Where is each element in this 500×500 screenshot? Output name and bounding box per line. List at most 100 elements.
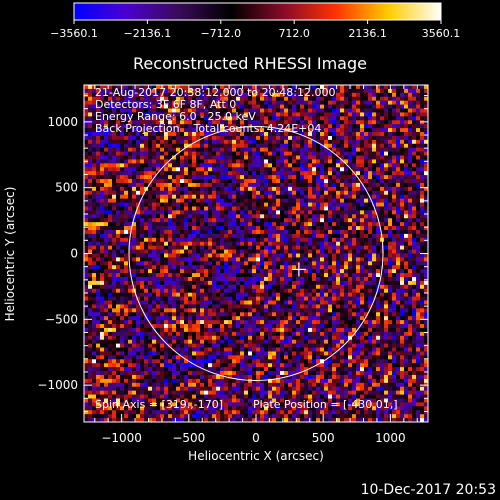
heatmap-cell bbox=[176, 85, 181, 90]
heatmap-cell bbox=[92, 167, 97, 172]
heatmap-cell bbox=[272, 265, 277, 270]
heatmap-cell bbox=[292, 229, 297, 235]
heatmap-cell bbox=[248, 273, 253, 278]
heatmap-cell bbox=[192, 194, 197, 199]
heatmap-cell bbox=[116, 233, 121, 239]
heatmap-cell bbox=[412, 233, 417, 239]
heatmap-cell bbox=[392, 233, 397, 239]
heatmap-cell bbox=[252, 100, 257, 105]
heatmap-cell bbox=[292, 112, 297, 117]
heatmap-cell bbox=[240, 257, 245, 262]
heatmap-cell bbox=[140, 280, 145, 286]
heatmap-cell bbox=[348, 241, 353, 246]
heatmap-cell bbox=[396, 233, 401, 239]
heatmap-cell bbox=[364, 85, 369, 90]
heatmap-cell bbox=[256, 159, 261, 164]
heatmap-cell bbox=[88, 186, 93, 192]
heatmap-cell bbox=[176, 182, 181, 188]
heatmap-cell bbox=[160, 151, 165, 156]
heatmap-cell bbox=[312, 265, 317, 270]
heatmap-cell bbox=[376, 143, 381, 148]
heatmap-cell bbox=[112, 85, 117, 90]
heatmap-cell bbox=[288, 143, 293, 148]
heatmap-cell bbox=[188, 96, 193, 101]
heatmap-cell bbox=[88, 249, 93, 254]
heatmap-cell bbox=[128, 132, 133, 137]
heatmap-cell bbox=[368, 300, 373, 305]
heatmap-cell bbox=[208, 179, 213, 184]
heatmap-cell bbox=[140, 108, 145, 113]
heatmap-cell bbox=[112, 261, 117, 266]
heatmap-cell bbox=[160, 92, 165, 98]
heatmap-cell bbox=[160, 292, 165, 297]
heatmap-cell bbox=[376, 112, 381, 117]
heatmap-cell bbox=[156, 124, 161, 129]
heatmap-cell bbox=[184, 108, 189, 113]
heatmap-cell bbox=[240, 265, 245, 270]
heatmap-cell bbox=[260, 151, 265, 156]
heatmap-cell bbox=[220, 100, 225, 105]
heatmap-cell bbox=[420, 167, 425, 172]
heatmap-cell bbox=[376, 269, 381, 274]
heatmap-cell bbox=[296, 241, 301, 246]
heatmap-cell bbox=[180, 159, 185, 164]
heatmap-cell bbox=[172, 273, 177, 278]
heatmap-cell bbox=[172, 292, 177, 297]
heatmap-cell bbox=[168, 92, 173, 98]
heatmap-cell bbox=[292, 222, 297, 227]
heatmap-cell bbox=[292, 175, 297, 180]
heatmap-cell bbox=[252, 116, 257, 121]
heatmap-cell bbox=[120, 249, 125, 254]
heatmap-cell bbox=[228, 108, 233, 113]
heatmap-cell bbox=[204, 112, 209, 117]
heatmap-cell bbox=[208, 284, 213, 290]
heatmap-cell bbox=[324, 167, 329, 172]
heatmap-cell bbox=[220, 151, 225, 156]
heatmap-cell bbox=[392, 273, 397, 278]
heatmap-cell bbox=[292, 159, 297, 164]
heatmap-cell bbox=[304, 277, 309, 282]
heatmap-cell bbox=[360, 104, 365, 109]
heatmap-cell bbox=[412, 237, 417, 243]
heatmap-cell bbox=[132, 186, 137, 192]
heatmap-cell bbox=[372, 210, 377, 215]
heatmap-cell bbox=[176, 288, 181, 293]
heatmap-cell bbox=[404, 269, 409, 274]
heatmap-cell bbox=[268, 139, 273, 145]
heatmap-cell bbox=[204, 249, 209, 254]
heatmap-cell bbox=[236, 155, 241, 160]
heatmap-cell bbox=[352, 273, 357, 278]
heatmap-cell bbox=[396, 163, 401, 168]
heatmap-cell bbox=[140, 179, 145, 184]
heatmap-cell bbox=[348, 269, 353, 274]
heatmap-cell bbox=[100, 100, 105, 105]
heatmap-cell bbox=[344, 284, 349, 290]
heatmap-cell bbox=[364, 245, 369, 250]
heatmap-cell bbox=[104, 241, 109, 246]
heatmap-cell bbox=[88, 214, 93, 219]
heatmap-cell bbox=[304, 85, 309, 90]
heatmap-cell bbox=[236, 194, 241, 199]
heatmap-cell bbox=[400, 132, 405, 137]
heatmap-cell bbox=[328, 233, 333, 239]
heatmap-cell bbox=[164, 261, 169, 266]
colorbar-tick-label: −712.0 bbox=[200, 27, 241, 40]
heatmap-cell bbox=[88, 182, 93, 188]
heatmap-cell bbox=[144, 237, 149, 243]
heatmap-cell bbox=[416, 241, 421, 246]
heatmap-cell bbox=[180, 151, 185, 156]
heatmap-cell bbox=[276, 171, 281, 176]
heatmap-cell bbox=[200, 159, 205, 164]
heatmap-cell bbox=[172, 182, 177, 188]
heatmap-cell bbox=[360, 214, 365, 219]
heatmap-cell bbox=[232, 124, 237, 129]
heatmap-cell bbox=[308, 202, 313, 207]
heatmap-cell bbox=[336, 229, 341, 235]
heatmap-cell bbox=[220, 237, 225, 243]
heatmap-cell bbox=[176, 218, 181, 223]
heatmap-cell bbox=[232, 237, 237, 243]
heatmap-cell bbox=[112, 277, 117, 282]
heatmap-cell bbox=[96, 112, 101, 117]
heatmap-cell bbox=[288, 179, 293, 184]
heatmap-cell bbox=[228, 249, 233, 254]
